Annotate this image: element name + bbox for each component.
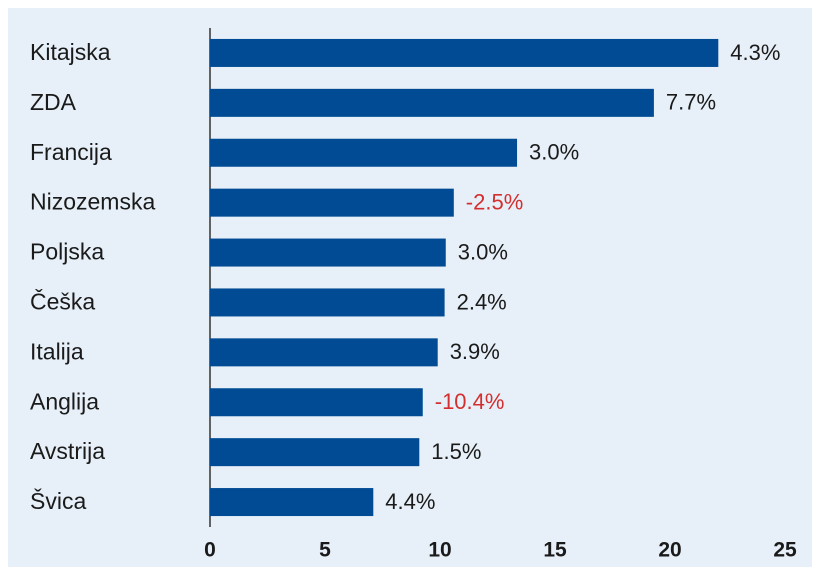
- bar-annotation: -2.5%: [466, 189, 523, 214]
- y-tick-label: Češka: [30, 288, 95, 315]
- bar-annotation: 4.4%: [385, 489, 435, 514]
- bar: [210, 138, 518, 167]
- bar-annotation: 3.0%: [529, 140, 579, 165]
- bar: [210, 238, 446, 267]
- x-tick-label: 15: [543, 539, 567, 562]
- bar: [210, 488, 374, 517]
- y-tick-label: Anglija: [30, 388, 99, 414]
- y-tick-label: Francija: [30, 139, 112, 165]
- bar: [210, 388, 423, 417]
- bar: [210, 288, 445, 317]
- y-tick-label: Kitajska: [30, 39, 111, 65]
- bar: [210, 88, 654, 117]
- bar-annotation: 3.9%: [450, 339, 500, 364]
- bar: [210, 188, 454, 217]
- bar: [210, 338, 438, 367]
- y-tick-label: Italija: [30, 338, 84, 364]
- y-tick-label: ZDA: [30, 89, 77, 115]
- bar-annotation: 3.0%: [458, 239, 508, 264]
- y-tick-label: Avstrija: [30, 438, 105, 464]
- bar-annotation: 2.4%: [457, 289, 507, 314]
- x-tick-label: 10: [428, 539, 451, 562]
- x-tick-label: 0: [204, 539, 216, 562]
- x-tick-label: 25: [773, 539, 797, 562]
- bar: [210, 438, 420, 467]
- y-tick-label: Švica: [30, 487, 86, 514]
- bar-annotation: -10.4%: [435, 389, 505, 414]
- bar-annotation: 4.3%: [730, 40, 780, 65]
- y-tick-label: Poljska: [30, 239, 104, 265]
- bar-annotation: 7.7%: [666, 90, 716, 115]
- x-tick-label: 5: [319, 539, 331, 562]
- y-tick-label: Nizozemska: [30, 189, 155, 215]
- bar-annotation: 1.5%: [431, 439, 481, 464]
- x-tick-label: 20: [658, 539, 681, 562]
- bar: [210, 38, 719, 67]
